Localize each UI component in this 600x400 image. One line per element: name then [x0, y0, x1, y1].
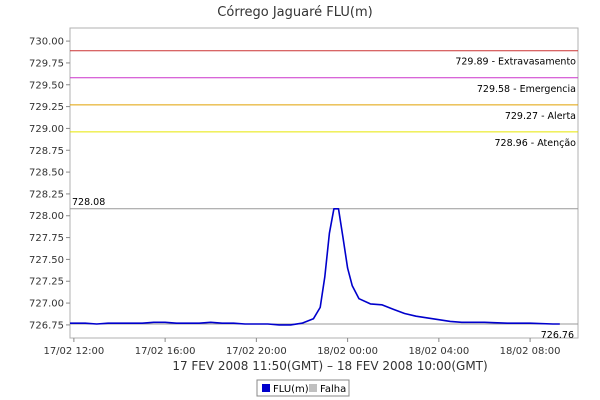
legend-entry: Falha: [320, 384, 346, 395]
y-tick-label: 728.00: [29, 211, 64, 222]
plot-area: [69, 27, 579, 339]
y-tick-label: 728.25: [29, 189, 64, 200]
legend-swatch: [309, 384, 317, 392]
x-tick-label: 18/02 00:00: [317, 346, 378, 357]
y-tick-label: 727.25: [29, 277, 64, 288]
x-tick-label: 17/02 12:00: [43, 346, 104, 357]
y-tick-label: 729.25: [29, 102, 64, 113]
y-tick-label: 727.00: [29, 299, 64, 310]
threshold-label: 729.58 - Emergencia: [477, 84, 576, 95]
x-tick-label: 18/02 04:00: [408, 346, 469, 357]
y-tick-label: 726.75: [29, 320, 64, 331]
y-tick-label: 729.75: [29, 58, 64, 69]
y-tick-label: 729.50: [29, 80, 64, 91]
x-axis-label: 17 FEV 2008 11:50(GMT) – 18 FEV 2008 10:…: [172, 359, 487, 373]
max-value-label: 728.08: [72, 197, 105, 208]
threshold-label: 729.27 - Alerta: [505, 111, 576, 122]
y-tick-label: 729.00: [29, 124, 64, 135]
last-value-label: 726.76: [541, 330, 574, 341]
legend-swatch: [262, 384, 270, 392]
legend-box: [256, 379, 350, 397]
y-tick-label: 728.50: [29, 168, 64, 179]
threshold-label: 729.89 - Extravasamento: [455, 57, 576, 68]
x-tick-label: 17/02 20:00: [226, 346, 287, 357]
y-tick-label: 730.00: [29, 37, 64, 48]
series-line-0: [70, 208, 560, 326]
y-tick-label: 728.75: [29, 146, 64, 157]
threshold-label: 728.96 - Atenção: [495, 138, 577, 149]
x-tick-label: 17/02 16:00: [135, 346, 196, 357]
y-tick-label: 727.50: [29, 255, 64, 266]
y-tick-label: 727.75: [29, 233, 64, 244]
x-tick-label: 18/02 08:00: [500, 346, 561, 357]
legend: FLU(m) Falha: [256, 379, 350, 397]
legend-entry: FLU(m): [273, 384, 309, 395]
chart-title: Córrego Jaguaré FLU(m): [217, 5, 372, 20]
